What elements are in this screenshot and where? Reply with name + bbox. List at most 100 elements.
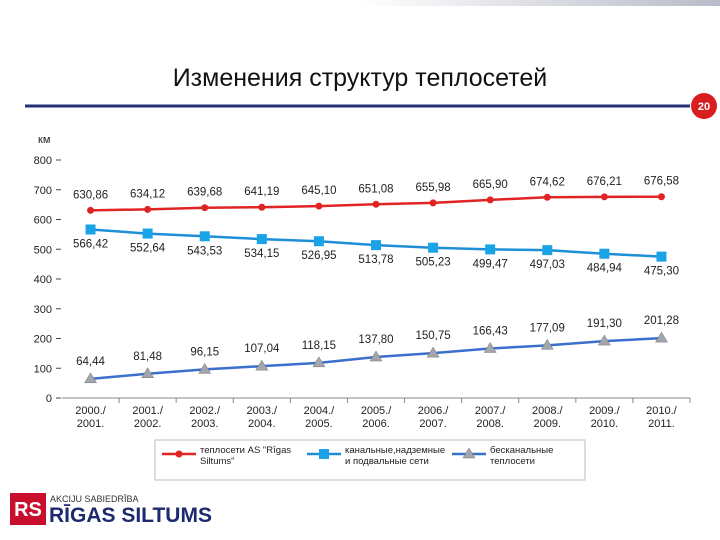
legend-entry: канальные,надземные и подвальные сети [345, 445, 445, 467]
value-label: 166,43 [473, 325, 508, 337]
value-label: 641,19 [244, 186, 279, 198]
point [656, 251, 667, 262]
point [312, 356, 326, 368]
y-tick-label: 700 [34, 185, 52, 197]
value-label: 191,30 [587, 318, 622, 330]
y-axis-label: км [38, 134, 50, 146]
point [144, 205, 152, 213]
legend-label: теплосети AS "Rīgas Siltums" [200, 445, 292, 467]
value-label: 645,10 [301, 185, 336, 197]
value-label: 655,98 [415, 182, 450, 194]
point [201, 204, 209, 212]
value-label: 513,78 [358, 254, 393, 266]
x-tick-label: 2001./ [132, 405, 164, 417]
x-tick-label: 2004./ [304, 405, 336, 417]
point [597, 334, 611, 346]
x-tick-label: 2006./ [418, 405, 450, 417]
value-label: 107,04 [244, 343, 280, 355]
point [655, 331, 668, 343]
y-tick-label: 800 [34, 155, 52, 167]
x-tick-label: 2003./ [247, 405, 279, 417]
point [429, 199, 437, 207]
point [175, 450, 183, 458]
x-tick-label: 2004. [248, 418, 276, 430]
point [485, 244, 496, 255]
y-tick-label: 0 [46, 393, 52, 405]
value-label: 475,30 [644, 266, 679, 278]
y-tick-label: 100 [34, 363, 52, 375]
point [462, 447, 476, 459]
value-label: 526,95 [301, 250, 336, 262]
value-label: 665,90 [473, 179, 508, 191]
point [371, 240, 381, 251]
point [543, 193, 551, 201]
point [486, 196, 494, 204]
point [372, 200, 380, 208]
point [428, 242, 439, 253]
x-tick-label: 2003. [191, 418, 219, 430]
point [315, 202, 323, 210]
value-label: 552,64 [130, 243, 166, 255]
y-tick-label: 200 [34, 334, 52, 346]
slide-title: Изменения структур теплосетей [173, 64, 548, 92]
point [198, 362, 212, 374]
x-tick-label: 2002. [134, 418, 162, 430]
x-tick-label: 2000./ [75, 405, 107, 417]
value-label: 81,48 [133, 351, 162, 363]
point [87, 206, 95, 214]
legend-entry: бесканальные теплосети [490, 445, 554, 467]
logo-mark: RS [14, 499, 42, 521]
value-label: 505,23 [415, 257, 450, 269]
y-tick-label: 400 [34, 274, 52, 286]
point [319, 449, 329, 459]
point [369, 350, 383, 362]
point [142, 228, 153, 239]
value-label: 484,94 [587, 263, 623, 275]
value-label: 96,15 [190, 346, 219, 358]
value-label: 137,80 [358, 334, 393, 346]
value-label: 634,12 [130, 188, 165, 200]
value-label: 651,08 [358, 183, 393, 195]
top-band [360, 0, 720, 6]
x-tick-label: 2010./ [646, 405, 678, 417]
x-tick-label: 2001. [77, 418, 105, 430]
legend-label: бесканальные теплосети [490, 445, 554, 467]
value-label: 150,75 [415, 330, 450, 342]
point [199, 231, 210, 242]
value-label: 534,15 [244, 248, 279, 260]
point [255, 359, 269, 371]
legend-box [154, 439, 586, 481]
x-tick-label: 2009. [534, 418, 562, 430]
point [84, 372, 97, 384]
point [540, 338, 554, 350]
value-label: 674,62 [530, 176, 565, 188]
logo-name: RĪGAS SILTUMS [49, 504, 212, 527]
logo-mark-bg [10, 493, 46, 525]
logo-tagline: AKCIJU SABIEDRĪBA [50, 494, 139, 504]
x-tick-label: 2009./ [589, 405, 621, 417]
point [258, 203, 266, 211]
point [657, 193, 665, 201]
point [141, 367, 155, 379]
value-label: 499,47 [473, 258, 508, 270]
value-label: 118,15 [302, 340, 336, 352]
y-tick-label: 300 [34, 304, 52, 316]
page-badge [691, 93, 717, 119]
point [483, 342, 497, 353]
point [85, 224, 96, 235]
x-tick-label: 2007. [419, 418, 447, 430]
x-tick-label: 2002./ [189, 405, 221, 417]
x-tick-label: 2007./ [475, 405, 507, 417]
page-number: 20 [698, 101, 710, 113]
value-label: 630,86 [73, 189, 108, 201]
x-tick-label: 2010. [591, 418, 619, 430]
x-tick-label: 2005. [305, 418, 333, 430]
value-label: 676,21 [587, 176, 622, 188]
x-tick-label: 2011. [648, 418, 675, 430]
legend-label: канальные,надземные и подвальные сети [345, 445, 445, 467]
point [600, 193, 608, 201]
y-tick-label: 500 [34, 244, 52, 256]
x-tick-label: 2006. [362, 418, 390, 430]
